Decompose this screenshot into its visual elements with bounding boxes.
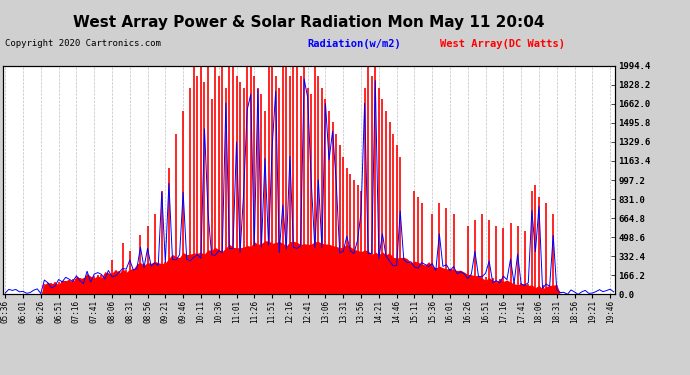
Text: Copyright 2020 Cartronics.com: Copyright 2020 Cartronics.com xyxy=(5,39,161,48)
Text: Radiation(w/m2): Radiation(w/m2) xyxy=(307,39,401,50)
Text: West Array(DC Watts): West Array(DC Watts) xyxy=(440,39,565,50)
Text: West Array Power & Solar Radiation Mon May 11 20:04: West Array Power & Solar Radiation Mon M… xyxy=(73,15,545,30)
